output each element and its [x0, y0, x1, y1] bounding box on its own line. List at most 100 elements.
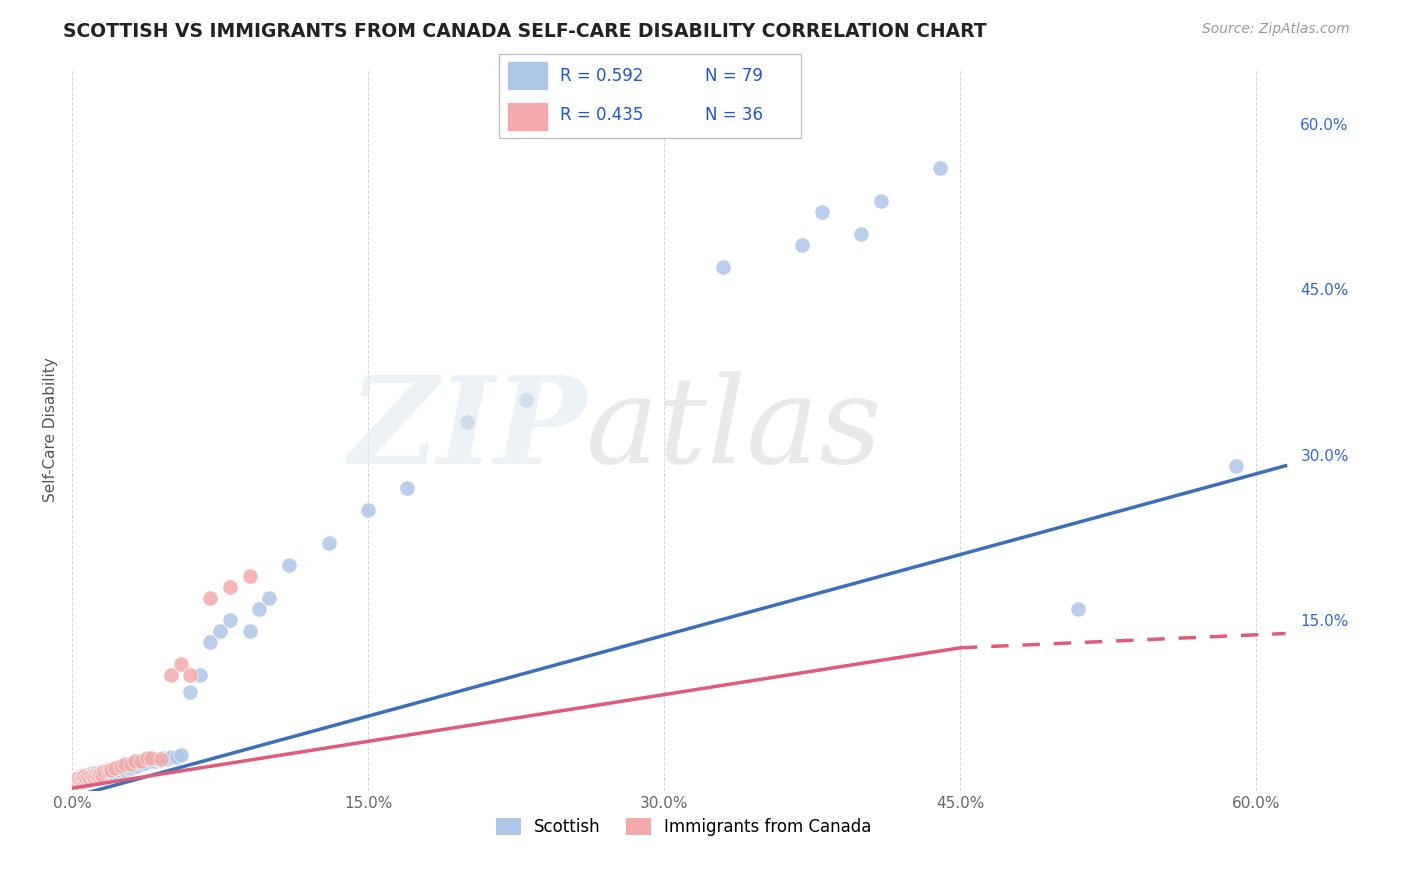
- Point: [89, 766, 111, 780]
- Point: [129, 755, 152, 769]
- Point: [90, 769, 112, 783]
- Point: [84, 768, 107, 782]
- Point: [811, 205, 834, 219]
- Text: R = 0.592: R = 0.592: [560, 68, 643, 86]
- Point: [73, 772, 96, 786]
- Point: [98, 762, 121, 776]
- Point: [143, 755, 166, 769]
- Point: [792, 238, 814, 252]
- Point: [122, 759, 145, 773]
- Point: [146, 752, 169, 766]
- Point: [103, 766, 125, 780]
- Point: [104, 761, 127, 775]
- Point: [70, 772, 93, 786]
- Point: [929, 161, 952, 175]
- Point: [124, 755, 146, 769]
- Point: [83, 768, 105, 782]
- Point: [149, 752, 172, 766]
- Point: [318, 536, 340, 550]
- Point: [96, 766, 118, 780]
- Point: [218, 580, 240, 594]
- Point: [104, 764, 127, 779]
- Point: [94, 765, 117, 780]
- Point: [84, 769, 107, 783]
- Text: Source: ZipAtlas.com: Source: ZipAtlas.com: [1202, 22, 1350, 37]
- Point: [159, 750, 181, 764]
- Point: [114, 764, 136, 778]
- Point: [94, 770, 117, 784]
- Text: atlas: atlas: [586, 371, 883, 489]
- Point: [86, 769, 108, 783]
- Point: [75, 771, 97, 785]
- Text: R = 0.435: R = 0.435: [560, 106, 643, 124]
- Point: [139, 755, 162, 769]
- Point: [218, 613, 240, 627]
- Point: [70, 770, 93, 784]
- Point: [80, 769, 103, 783]
- Point: [75, 768, 97, 782]
- Point: [127, 759, 149, 773]
- Point: [89, 766, 111, 780]
- Point: [98, 768, 121, 782]
- Point: [208, 624, 231, 639]
- Point: [84, 772, 107, 786]
- Point: [188, 668, 211, 682]
- Point: [70, 769, 93, 783]
- Point: [198, 591, 221, 606]
- Point: [169, 747, 191, 762]
- Point: [152, 751, 174, 765]
- Point: [239, 569, 262, 583]
- Point: [73, 769, 96, 783]
- Point: [83, 770, 105, 784]
- Point: [1067, 602, 1090, 616]
- Point: [66, 774, 89, 789]
- Point: [80, 769, 103, 783]
- Point: [69, 774, 91, 789]
- Text: N = 79: N = 79: [704, 68, 762, 86]
- Point: [76, 769, 98, 783]
- Point: [108, 764, 131, 778]
- Point: [76, 770, 98, 784]
- Point: [249, 602, 271, 616]
- Point: [86, 770, 108, 784]
- Point: [456, 415, 478, 429]
- Point: [73, 773, 96, 788]
- Point: [93, 764, 115, 779]
- Point: [66, 773, 89, 788]
- Legend: Scottish, Immigrants from Canada: Scottish, Immigrants from Canada: [488, 810, 880, 845]
- Point: [79, 773, 101, 788]
- Y-axis label: Self-Care Disability: Self-Care Disability: [44, 358, 58, 502]
- Point: [83, 771, 105, 785]
- Point: [120, 761, 142, 775]
- Text: N = 36: N = 36: [704, 106, 762, 124]
- Bar: [508, 103, 547, 130]
- Point: [515, 392, 537, 407]
- Point: [105, 765, 128, 780]
- Point: [75, 774, 97, 789]
- Point: [112, 762, 135, 776]
- Point: [851, 227, 873, 241]
- Point: [134, 756, 156, 770]
- Point: [76, 772, 98, 786]
- Point: [1225, 458, 1247, 473]
- Point: [870, 194, 893, 208]
- Text: SCOTTISH VS IMMIGRANTS FROM CANADA SELF-CARE DISABILITY CORRELATION CHART: SCOTTISH VS IMMIGRANTS FROM CANADA SELF-…: [63, 22, 987, 41]
- Point: [357, 503, 380, 517]
- Point: [396, 481, 419, 495]
- Point: [65, 775, 87, 789]
- Point: [159, 668, 181, 682]
- Point: [136, 751, 159, 765]
- Point: [198, 635, 221, 649]
- Point: [100, 765, 122, 780]
- Point: [80, 772, 103, 786]
- Point: [69, 773, 91, 788]
- Point: [80, 765, 103, 780]
- Point: [711, 260, 734, 274]
- Point: [100, 764, 122, 778]
- Point: [79, 770, 101, 784]
- Point: [90, 768, 112, 782]
- Point: [114, 756, 136, 771]
- Point: [66, 771, 89, 785]
- Point: [93, 768, 115, 782]
- Point: [156, 752, 179, 766]
